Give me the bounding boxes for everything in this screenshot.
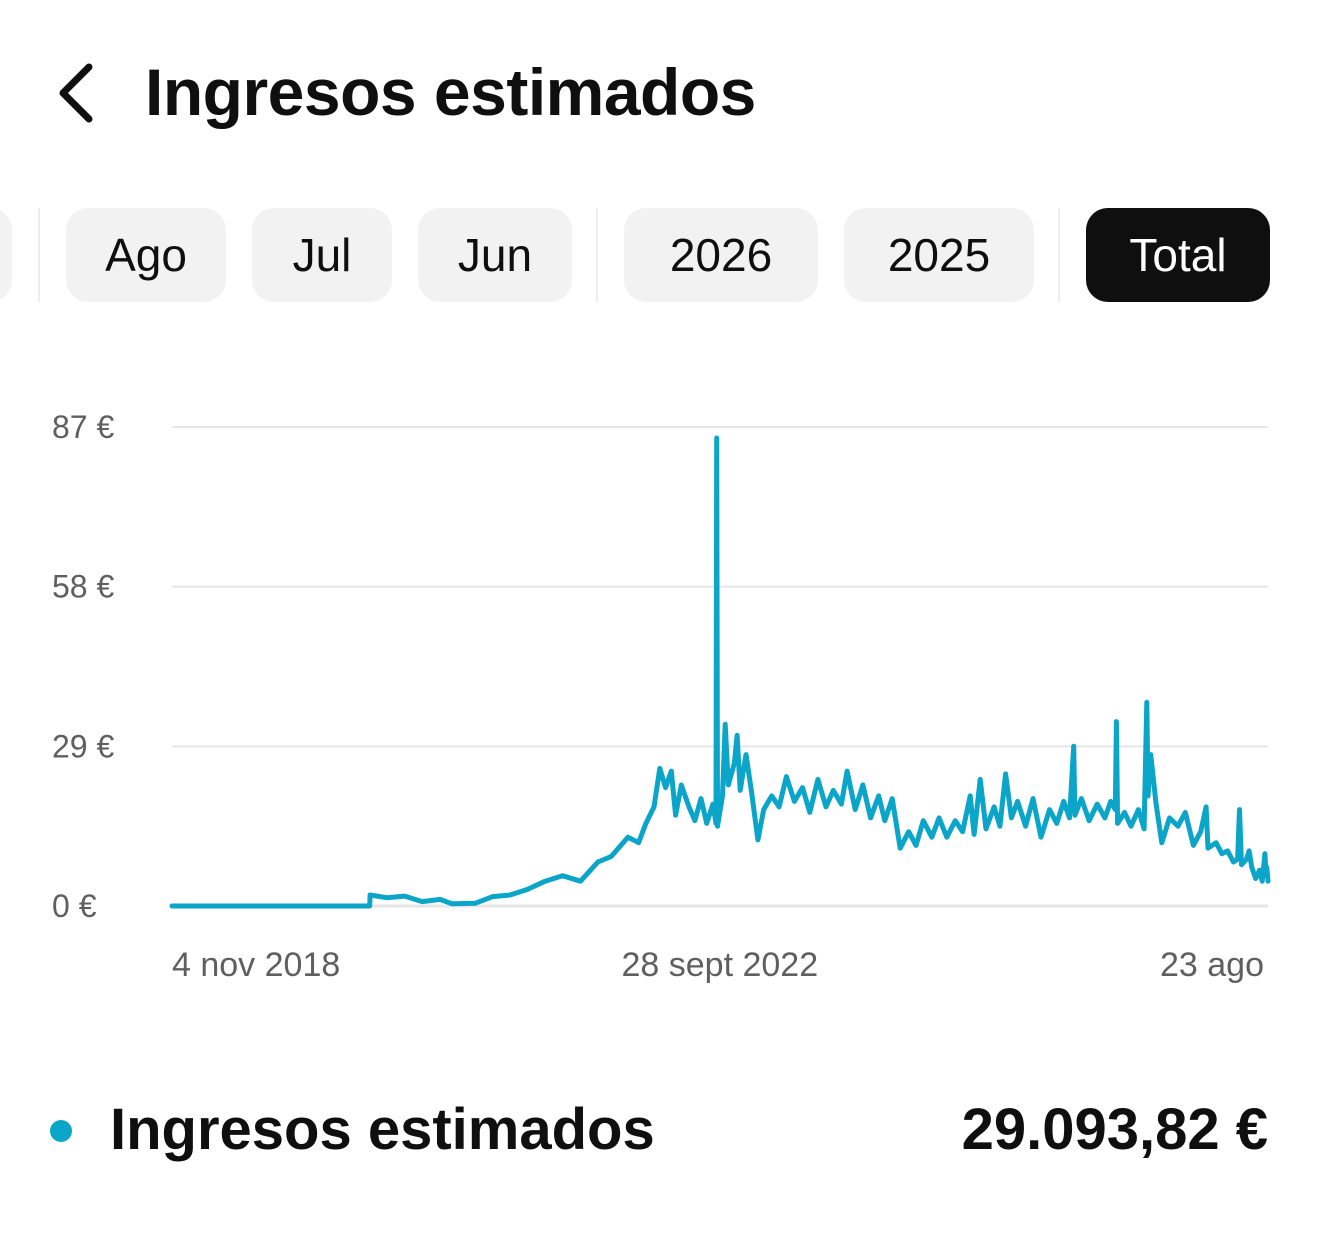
chip-partial-left[interactable] [0,208,12,302]
divider [1058,208,1060,302]
chip-jun[interactable]: Jun [418,208,572,302]
divider [596,208,598,302]
header: Ingresos estimados [0,40,1320,150]
series-color-dot [50,1120,72,1142]
earnings-series-line [169,435,1271,909]
chip-2025[interactable]: 2025 [844,208,1034,302]
legend: Ingresos estimados 29.093,82 € [0,1080,1320,1180]
page-title: Ingresos estimados [145,55,756,129]
x-tick-label: 23 ago [1160,946,1264,984]
chevron-left-icon [59,63,93,123]
y-tick-label: 0 € [52,888,97,924]
chip-ago[interactable]: Ago [66,208,226,302]
x-tick-label: 28 sept 2022 [621,946,818,984]
period-filter-bar: Ago Jul Jun 2026 2025 Total [0,208,1320,304]
back-button[interactable] [40,58,110,128]
chip-jul[interactable]: Jul [252,208,392,302]
earnings-chart: 87 € 58 € 29 € 0 € 4 nov 2018 28 sept 2022 23 … [0,390,1320,1010]
chip-2026[interactable]: 2026 [624,208,818,302]
total-earnings-value: 29.093,82 € [961,1097,1268,1162]
chip-total[interactable]: Total [1086,208,1270,302]
line-chart: 87 € 58 € 29 € 0 € 4 nov 2018 28 sept 2022 23 … [52,409,1271,984]
legend-label: Ingresos estimados [110,1097,655,1162]
divider [38,208,40,302]
y-tick-label: 29 € [52,728,114,764]
y-tick-label: 87 € [52,409,114,445]
x-tick-label: 4 nov 2018 [172,946,340,984]
y-tick-label: 58 € [52,569,114,605]
